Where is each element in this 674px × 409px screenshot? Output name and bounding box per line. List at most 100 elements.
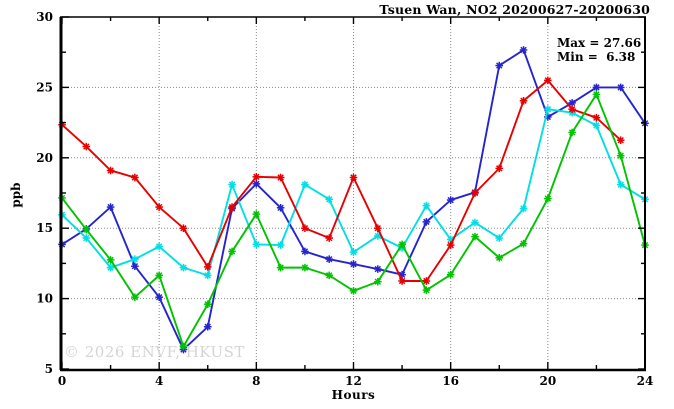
marker-cyan <box>423 202 430 209</box>
marker-red <box>374 224 382 232</box>
marker-green <box>520 240 527 247</box>
series-line-red <box>61 79 622 282</box>
marker-cyan <box>544 106 552 113</box>
marker-green <box>131 293 139 301</box>
marker-green <box>228 248 236 255</box>
watermark: © 2026 ENVF, HKUST <box>64 343 245 361</box>
max-min-annotation: Max = 27.66 Min = 6.38 <box>557 36 641 64</box>
marker-green <box>568 129 576 136</box>
marker-cyan <box>520 205 527 212</box>
marker-green <box>471 233 479 240</box>
y-axis-label: ppb <box>9 182 23 208</box>
marker-red <box>155 203 163 211</box>
marker-red <box>301 224 309 232</box>
marker-cyan <box>228 181 236 188</box>
marker-red <box>447 241 454 249</box>
marker-red <box>107 167 114 174</box>
y-tick-label: 15 <box>36 221 53 235</box>
marker-red <box>520 97 527 104</box>
marker-blue <box>107 203 114 211</box>
marker-red <box>593 114 600 121</box>
marker-blue <box>374 265 382 273</box>
marker-red <box>228 203 236 211</box>
marker-red <box>131 174 139 181</box>
x-axis-label: Hours <box>331 388 376 402</box>
marker-blue <box>131 262 139 270</box>
y-tick-label: 30 <box>36 10 53 24</box>
x-tick-label: 16 <box>442 374 459 388</box>
marker-green <box>496 254 503 261</box>
marker-red <box>471 189 479 197</box>
series-line-blue <box>61 48 646 351</box>
marker-red <box>277 174 284 181</box>
marker-red <box>423 277 430 285</box>
marker-red <box>617 136 624 144</box>
marker-cyan <box>593 122 600 129</box>
marker-green <box>544 195 552 202</box>
x-tick-label: 0 <box>58 374 66 388</box>
marker-cyan <box>155 243 163 250</box>
marker-green <box>617 152 624 159</box>
marker-cyan <box>204 272 211 279</box>
marker-green <box>350 287 357 295</box>
marker-blue <box>204 323 211 330</box>
marker-green <box>180 343 187 350</box>
marker-red <box>544 77 552 84</box>
marker-green <box>277 264 284 271</box>
marker-cyan <box>253 241 260 248</box>
marker-blue <box>593 84 600 91</box>
marker-red <box>180 224 187 232</box>
y-tick-label: 25 <box>36 80 53 94</box>
marker-red <box>350 174 357 181</box>
marker-green <box>107 256 114 264</box>
marker-blue <box>301 248 309 255</box>
x-tick-label: 4 <box>155 374 163 388</box>
marker-green <box>325 272 333 279</box>
marker-blue <box>155 293 163 301</box>
chart-title: Tsuen Wan, NO2 20200627-20200630 <box>379 2 650 17</box>
marker-cyan <box>617 181 624 188</box>
y-tick-label: 20 <box>36 151 53 165</box>
marker-red <box>83 143 90 150</box>
marker-blue <box>496 62 503 69</box>
y-tick-label: 5 <box>45 362 53 376</box>
marker-cyan <box>301 181 309 188</box>
marker-green <box>447 271 454 278</box>
marker-red <box>568 106 576 113</box>
x-tick-label: 12 <box>345 374 362 388</box>
marker-blue <box>447 196 454 204</box>
marker-blue <box>423 218 430 226</box>
marker-red <box>204 263 211 271</box>
marker-green <box>398 241 406 248</box>
marker-blue <box>520 46 527 54</box>
marker-cyan <box>107 264 114 271</box>
max-annotation: Max = 27.66 <box>557 36 642 50</box>
marker-green <box>155 272 163 279</box>
x-tick-label: 8 <box>252 374 260 388</box>
marker-cyan <box>350 248 357 256</box>
marker-cyan <box>325 196 333 203</box>
marker-cyan <box>277 241 284 249</box>
min-annotation: Min = 6.38 <box>557 50 636 64</box>
marker-green <box>301 264 309 271</box>
marker-cyan <box>180 264 187 271</box>
x-tick-label: 20 <box>539 374 556 388</box>
marker-cyan <box>471 219 479 226</box>
marker-green <box>374 278 382 285</box>
marker-red <box>398 277 406 285</box>
marker-cyan <box>447 236 454 243</box>
marker-blue <box>277 204 284 212</box>
y-tick-label: 10 <box>36 292 53 306</box>
marker-green <box>253 210 260 218</box>
marker-blue <box>253 180 260 188</box>
marker-blue <box>617 84 624 91</box>
marker-green <box>593 91 600 98</box>
marker-red <box>325 234 333 242</box>
marker-green <box>83 226 90 233</box>
marker-blue <box>350 260 357 268</box>
x-tick-label: 24 <box>637 374 654 388</box>
marker-red <box>496 165 503 172</box>
marker-blue <box>568 99 576 107</box>
